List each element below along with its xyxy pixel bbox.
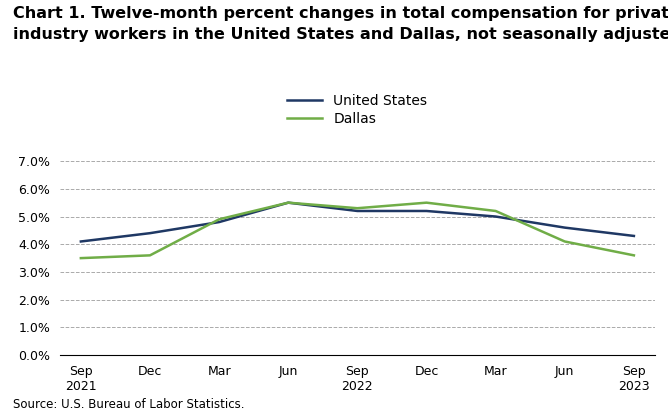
Dallas — [560, 239, 568, 244]
United States — [630, 233, 638, 238]
Dallas — [146, 253, 154, 258]
Dallas — [492, 209, 500, 214]
United States — [285, 200, 293, 205]
Dallas — [630, 253, 638, 258]
United States — [422, 209, 430, 214]
United States — [215, 220, 223, 225]
Text: industry workers in the United States and Dallas, not seasonally adjusted: industry workers in the United States an… — [13, 27, 668, 42]
United States — [146, 231, 154, 236]
United States — [560, 225, 568, 230]
United States — [492, 214, 500, 219]
Dallas — [422, 200, 430, 205]
Line: Dallas: Dallas — [81, 203, 634, 258]
Legend: United States, Dallas: United States, Dallas — [287, 94, 428, 126]
United States — [353, 209, 361, 214]
Text: Source: U.S. Bureau of Labor Statistics.: Source: U.S. Bureau of Labor Statistics. — [13, 398, 245, 411]
Dallas — [353, 206, 361, 211]
Dallas — [215, 217, 223, 222]
United States — [77, 239, 85, 244]
Dallas — [285, 200, 293, 205]
Dallas — [77, 256, 85, 261]
Line: United States: United States — [81, 203, 634, 242]
Text: Chart 1. Twelve-month percent changes in total compensation for private: Chart 1. Twelve-month percent changes in… — [13, 6, 668, 21]
